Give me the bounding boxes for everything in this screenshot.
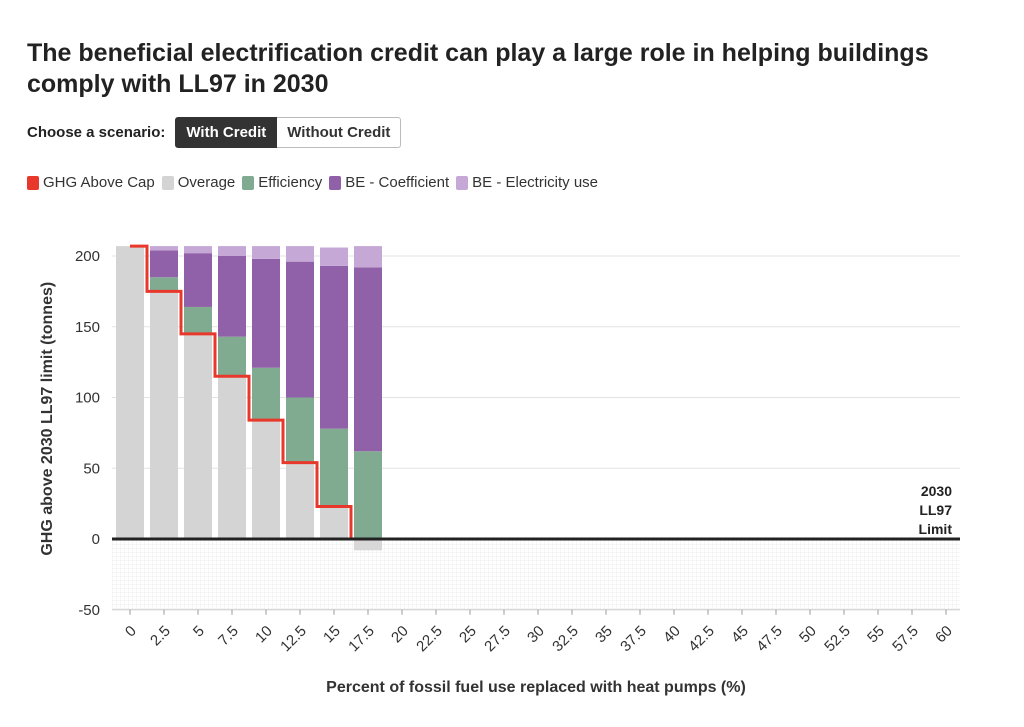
bar-be-electricity-use [150,246,178,251]
bar-overage [184,333,212,539]
legend-swatch [456,175,469,190]
x-tick-label: 22.5 [413,623,446,656]
bar-be-coefficient [286,261,314,398]
bar-efficiency [184,306,212,334]
bar-efficiency [354,451,382,539]
limit-annotation-line: Limit [919,521,953,537]
y-tick-label: 100 [75,390,100,407]
bar-efficiency [150,277,178,292]
x-tick-label: 42.5 [685,623,718,656]
x-tick-label: 35 [592,623,616,647]
bar-be-coefficient [218,256,246,337]
legend-item-efficiency[interactable]: Efficiency [242,174,322,191]
bar-be-electricity-use [320,247,348,266]
bar-be-coefficient [252,258,280,368]
ghg-above-cap-line [130,244,353,541]
with-credit-button[interactable]: With Credit [175,117,278,148]
gridlines [112,255,960,611]
y-tick-label: 0 [92,531,100,548]
x-tick-label: 2.5 [147,623,174,650]
without-credit-button[interactable]: Without Credit [277,117,402,148]
chart-title: The beneficial electrification credit ca… [27,39,929,98]
bar-be-coefficient [354,267,382,452]
bar-overage [252,420,280,539]
x-tick-label: 45 [728,623,752,647]
bar-be-coefficient [320,265,348,429]
y-tick-label: 150 [75,319,100,336]
x-tick-label: 37.5 [617,623,650,656]
x-tick-label: 50 [796,623,820,647]
legend-swatch [329,175,342,190]
scenario-selector: Choose a scenario: With Credit Without C… [27,117,402,148]
y-tick-label: -50 [78,602,100,619]
legend-label: BE - Coefficient [345,174,450,191]
x-tick-label: 30 [524,623,548,647]
bar-be-electricity-use [252,246,280,259]
x-tick-label: 5 [190,623,208,641]
x-tick-label: 25 [456,623,480,647]
legend-label: GHG Above Cap [43,174,155,191]
limit-annotation-line: 2030 [921,483,952,499]
bar-efficiency [252,367,280,421]
legend-item-ghg-above-cap[interactable]: GHG Above Cap [27,174,155,191]
x-tick-label: 20 [388,623,412,647]
y-axis-title: GHG above 2030 LL97 limit (tonnes) [39,282,56,556]
x-tick-label: 52.5 [821,623,854,656]
bar-overage [286,462,314,539]
bar-efficiency [286,397,314,463]
x-tick-label: 0 [122,623,140,641]
scenario-label: Choose a scenario: [27,124,166,141]
bar-be-electricity-use [354,246,382,268]
legend-item-overage[interactable]: Overage [161,174,236,191]
bar-be-electricity-use [286,246,314,262]
x-tick-label: 47.5 [753,623,786,656]
bar-overage [150,291,178,539]
limit-annotation-line: LL97 [919,502,952,518]
legend-label: Overage [177,174,236,191]
legend-label: BE - Electricity use [472,174,599,191]
bar-overage [354,539,382,551]
bar-overage [116,246,144,539]
x-tick-label: 55 [864,623,888,647]
legend-swatch [161,175,174,190]
x-axis-title: Percent of fossil fuel use replaced with… [326,679,746,696]
bar-efficiency [320,428,348,507]
x-tick-label: 15 [320,623,344,647]
x-tick-label: 32.5 [549,623,582,656]
y-tick-label: 50 [83,460,100,477]
y-tick-label: 200 [75,248,100,265]
x-tick-label: 10 [252,623,276,647]
bar-be-electricity-use [218,246,246,256]
legend-item-be-electricity-use[interactable]: BE - Electricity use [456,174,598,191]
x-tick-label: 12.5 [277,623,310,656]
bar-overage [320,506,348,539]
x-tick-label: 40 [660,623,684,647]
legend-swatch [242,175,255,190]
bar-be-electricity-use [184,246,212,254]
legend-label: Efficiency [258,174,323,191]
bar-be-coefficient [184,253,212,307]
ghg-step-line [130,244,353,541]
bar-efficiency [218,336,246,377]
bars [116,246,382,551]
x-tick-label: 7.5 [215,623,242,650]
x-tick-label: 57.5 [889,623,922,656]
legend: GHG Above Cap Overage Efficiency BE - Co… [27,174,605,191]
x-tick-label: 60 [932,623,956,647]
legend-swatch [27,175,39,190]
x-tick-label: 27.5 [481,623,514,656]
bar-be-coefficient [150,250,178,278]
legend-item-be-coefficient[interactable]: BE - Coefficient [329,174,449,191]
bar-overage [218,376,246,539]
negative-region [112,539,960,610]
x-tick-label: 17.5 [345,623,378,656]
